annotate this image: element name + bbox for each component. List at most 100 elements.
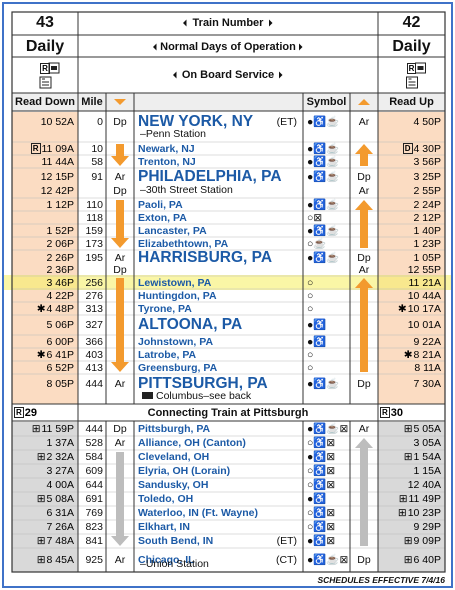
station: PHILADELPHIA, PA: [138, 168, 282, 185]
station-symbols: ○♿⊠: [307, 437, 336, 449]
station: Lancaster, PA: [138, 224, 207, 237]
time: 6 00P: [46, 335, 74, 348]
arrow-icon: [153, 43, 157, 51]
up-arrow: [355, 278, 373, 372]
time-column-bg: [378, 112, 445, 404]
station-symbols: ●♿☕: [307, 142, 340, 155]
time-cell: 2 06P: [12, 237, 74, 251]
station-symbols: ●♿☕: [307, 224, 340, 237]
time: 1 23P: [413, 237, 441, 250]
arrow-icon: [299, 43, 303, 51]
station: Johnstown, PA: [138, 335, 214, 348]
dp-ar: Ar: [358, 184, 370, 197]
time-cell: 2 55P: [378, 184, 441, 198]
time-cell: 9 22A: [378, 335, 441, 349]
cafe-icon: [417, 66, 424, 70]
time-cell: 1 12P: [12, 198, 74, 212]
station: Huntingdon, PA: [138, 289, 217, 302]
station: Pittsburgh, PA: [138, 423, 211, 435]
time: 10 17A: [407, 302, 441, 315]
mile: 366: [85, 335, 103, 348]
time: 5 06P: [46, 319, 74, 331]
time-flag: ⊞: [398, 493, 408, 505]
time-cell: R 11 09A: [12, 142, 74, 156]
time-cell: 3 05A: [378, 436, 441, 450]
time-column-bg: [12, 112, 78, 404]
time-flag: ✱: [397, 302, 407, 315]
time-zone: (ET): [276, 116, 297, 128]
mile: 58: [91, 155, 103, 168]
time: 4 48P: [46, 302, 74, 315]
station-symbols: ○: [307, 302, 314, 315]
mile: 691: [85, 493, 103, 505]
arrow-icon: [114, 99, 126, 105]
dp-ar: Ar: [114, 171, 126, 183]
header-label: Train Number: [192, 17, 264, 29]
time-flag: ⊞: [36, 554, 46, 566]
mile: 403: [85, 348, 103, 361]
time: 12 40A: [407, 479, 441, 491]
station: South Bend, IN: [138, 535, 214, 547]
station: Greensburg, PA: [138, 361, 218, 374]
time: 1 40P: [413, 224, 441, 237]
time-cell: 7 26A: [12, 520, 74, 534]
reservation-icon: R: [40, 62, 50, 74]
time: 7 48A: [46, 535, 74, 547]
time: 3 46P: [46, 276, 74, 289]
time-cell: ⊞ 6 40P: [378, 553, 441, 567]
time-cell: 3 46P: [12, 276, 74, 290]
mile: 118: [86, 211, 103, 224]
time-cell: 10 44A: [378, 289, 441, 303]
time-flag: ✱: [36, 348, 46, 361]
time: 6 40P: [413, 554, 441, 566]
connecting-train: R 29: [14, 406, 74, 420]
sleeper-icon: [42, 78, 49, 86]
time-cell: 12 15P: [12, 170, 74, 184]
time-flag: ⊞: [403, 423, 413, 435]
header-label: On Board Service: [181, 69, 275, 81]
time: 1 15A: [413, 465, 441, 477]
mile: 444: [85, 378, 103, 390]
time-cell: 2 26P: [12, 251, 74, 265]
dp-ar: Dp: [113, 263, 127, 276]
arrow-icon: [173, 71, 177, 79]
mile: 173: [85, 237, 103, 250]
time: 7 30A: [413, 378, 441, 390]
reservation-icon: R: [380, 407, 390, 418]
mile: 327: [85, 319, 103, 331]
time: 2 55P: [413, 184, 441, 197]
time-flag: D: [402, 143, 413, 154]
time-cell: ✱ 6 41P: [12, 348, 74, 362]
mile: 528: [85, 437, 103, 449]
time-flag: ⊞: [403, 554, 413, 566]
station-symbols: ○♿⊠: [307, 465, 336, 477]
time-flag: ⊞: [403, 535, 413, 547]
mile: 256: [85, 276, 103, 289]
time: 1 37A: [46, 437, 74, 449]
station: HARRISBURG, PA: [138, 248, 273, 266]
mile: 195: [85, 251, 103, 264]
mile: 584: [85, 451, 103, 463]
station: Sandusky, OH: [138, 479, 209, 491]
station-symbols: ●♿☕: [307, 198, 340, 211]
dp-ar: Dp: [357, 251, 371, 264]
station-note: –30th Street Station: [140, 184, 233, 196]
time-cell: 4 22P: [12, 289, 74, 303]
station-note: Columbus–see back: [156, 390, 252, 402]
time: 9 29P: [413, 521, 441, 533]
mile: 823: [85, 521, 103, 533]
station-symbols: ○⊠: [307, 211, 323, 224]
time: 1 52P: [46, 224, 74, 237]
time-cell: 11 44A: [12, 155, 75, 169]
arrow-icon: [358, 99, 370, 105]
connecting-bg: [12, 404, 445, 421]
dp-ar: Dp: [357, 554, 371, 566]
effective-date: SCHEDULES EFFECTIVE 7/4/16: [317, 575, 445, 585]
time: 10 01A: [407, 319, 441, 331]
dp-ar: Dp: [357, 378, 371, 390]
time-cell: 1 40P: [378, 224, 441, 238]
time-cell: 1 23P: [378, 237, 441, 251]
highlight-band: [4, 275, 451, 290]
time: 2 32A: [46, 451, 74, 463]
arrow-icon: [279, 71, 283, 79]
